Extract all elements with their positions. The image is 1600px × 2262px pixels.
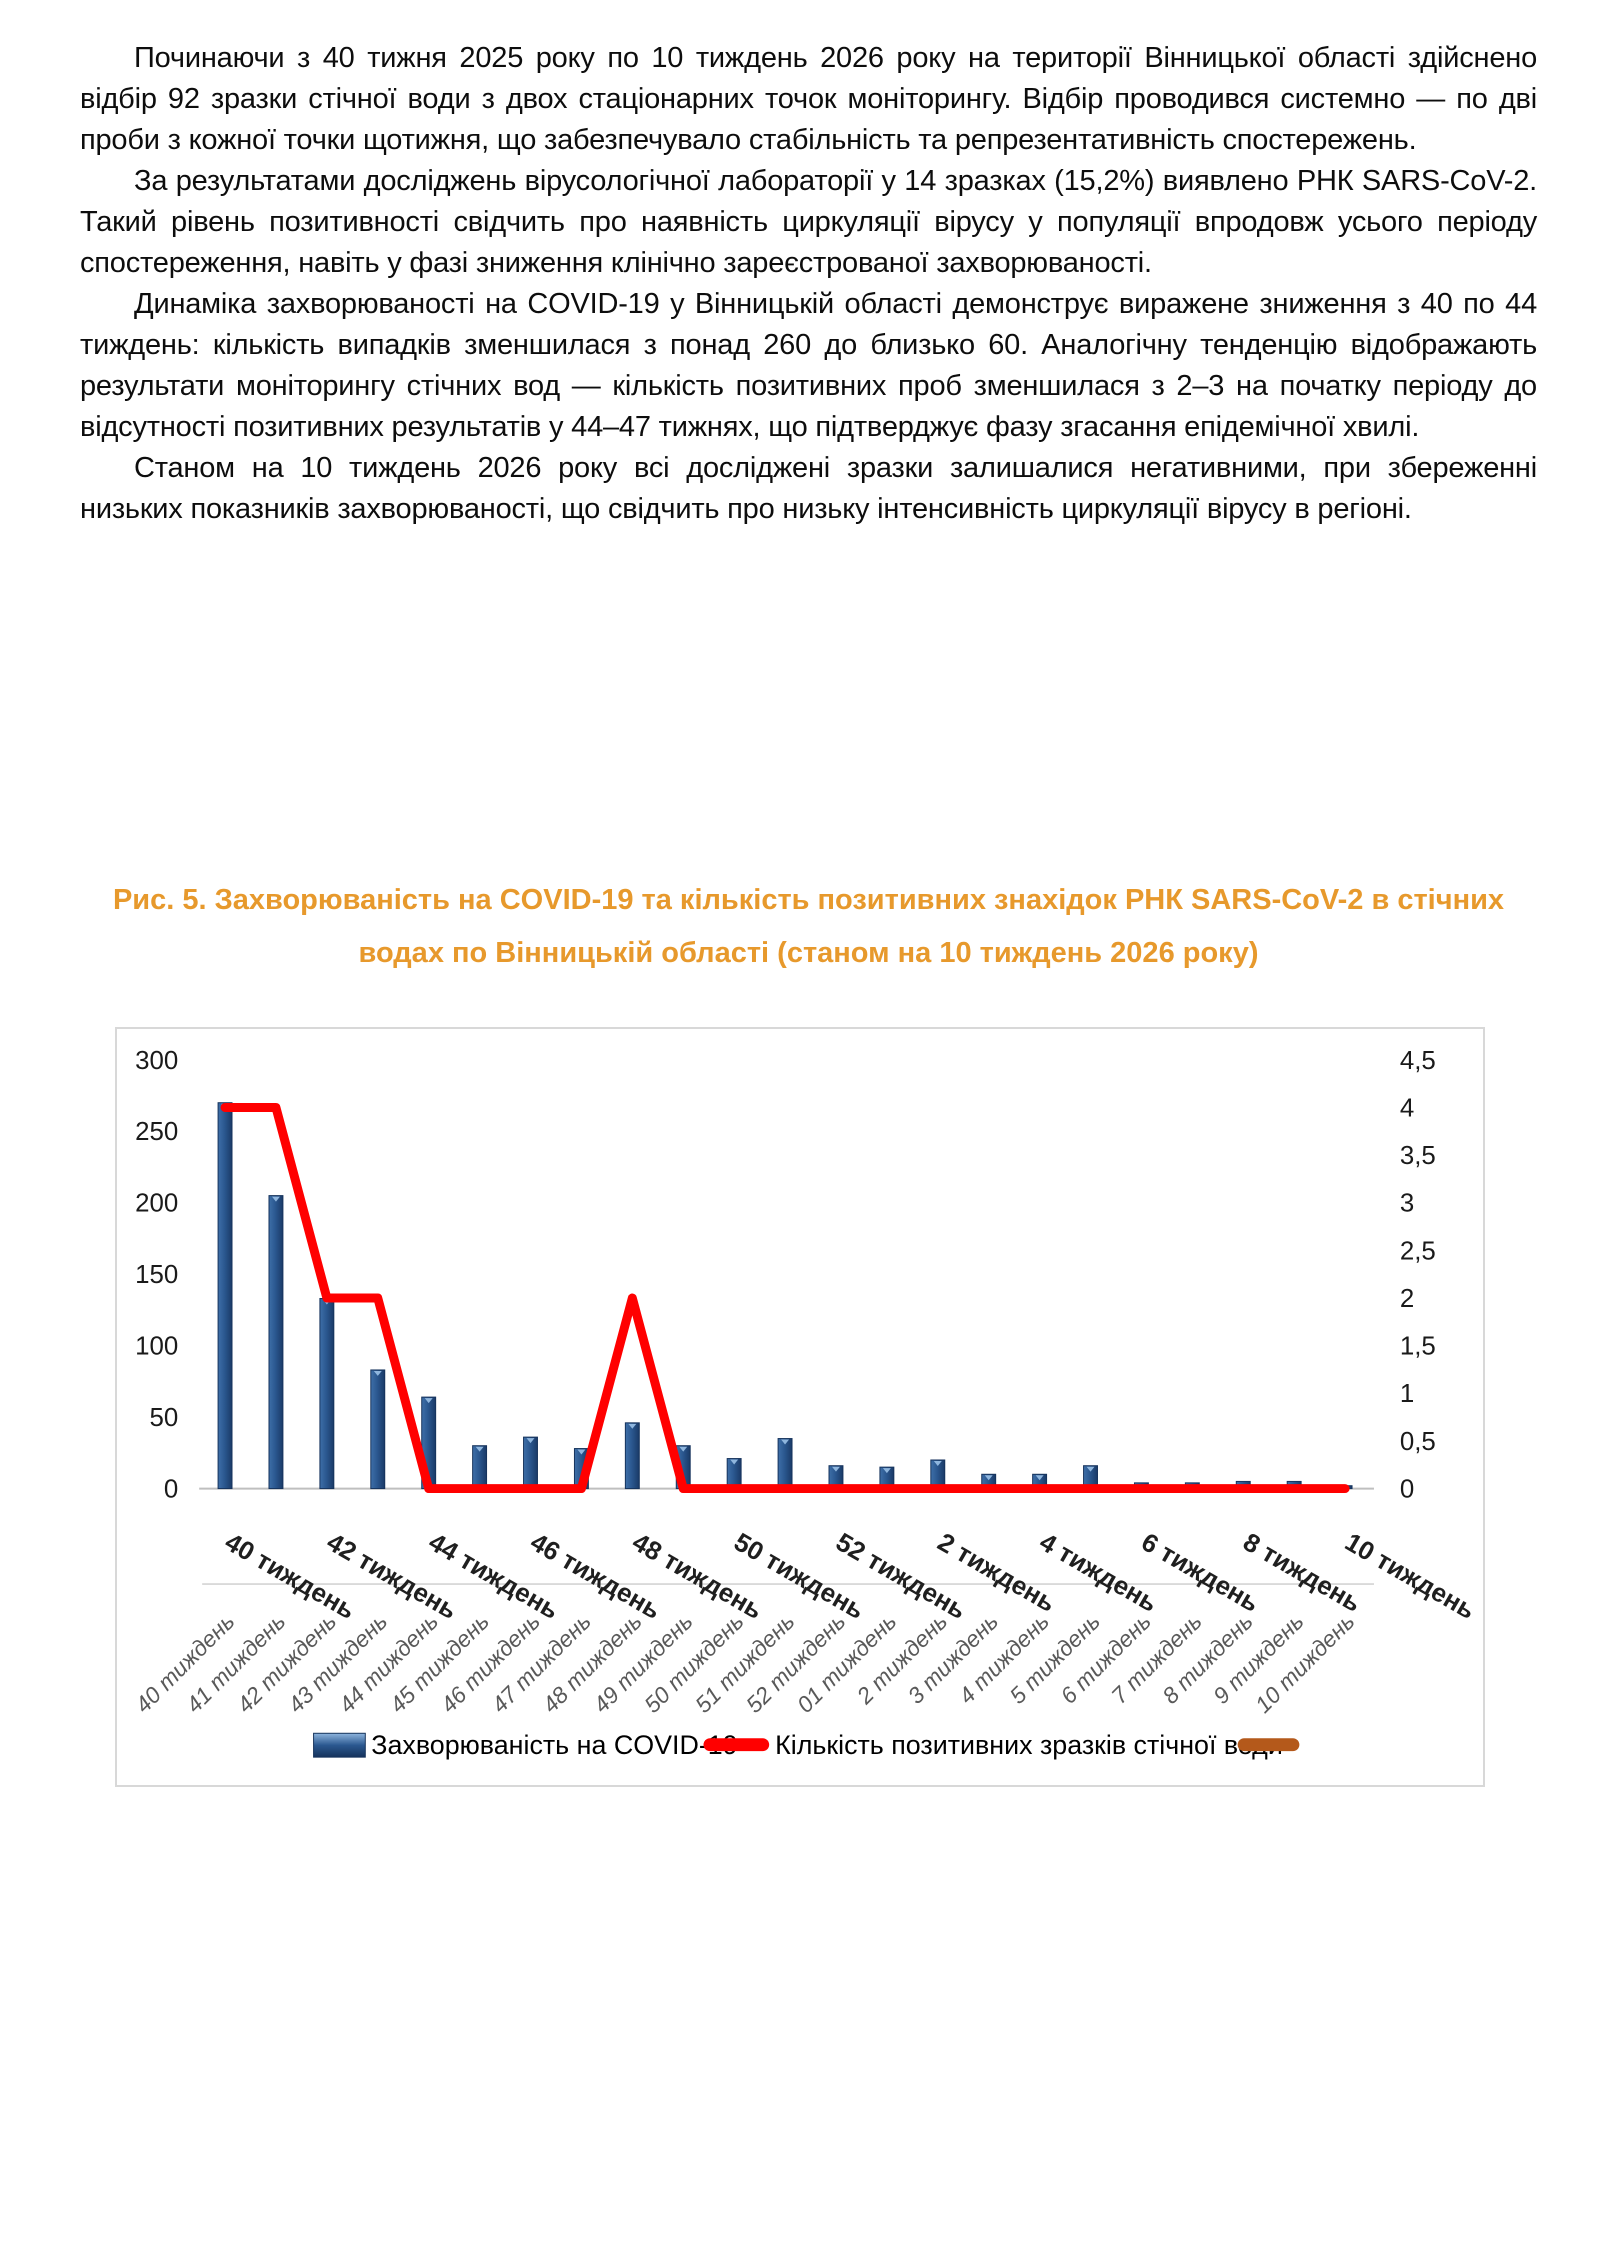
bar-top-notch [271,1196,280,1202]
bar-top-notch [781,1439,790,1445]
paragraph-status: Станом на 10 тиждень 2026 року всі дослі… [80,452,1537,525]
svg-text:2,5: 2,5 [1400,1237,1436,1265]
bar-top-notch [730,1459,739,1465]
legend: Захворюваність на COVID-19 Кількість пози… [313,1730,1300,1760]
legend-label-cases: Захворюваність на COVID-19 [371,1730,737,1760]
bars-group [217,1102,1353,1490]
bar-top-notch [679,1446,688,1452]
right-axis-labels: 4,5 4 3,5 3 2,5 2 1,5 1 0,5 0 [1400,1047,1436,1504]
figure-chart: 300 250 200 150 100 50 0 4,5 4 3,5 3 2,5 2 1,5 1 0,5 0 40… [115,1027,1485,1787]
report-text: Починаючи з 40 тижня 2025 року по 10 тиж… [80,38,1537,530]
bar-top-notch [526,1438,535,1444]
bar-48 тиждень [624,1422,640,1490]
bar-top-notch [577,1449,586,1455]
svg-text:0: 0 [164,1476,178,1504]
bar-43 тиждень [370,1369,386,1490]
bar-top-notch [424,1398,433,1404]
svg-text:200: 200 [135,1190,178,1218]
bar-top-notch [831,1466,840,1472]
bar-51 тиждень [777,1438,793,1490]
svg-text:2: 2 [1400,1285,1414,1313]
paragraph-sampling: Починаючи з 40 тижня 2025 року по 10 тиж… [80,42,1537,156]
figure-caption-line-1: Рис. 5. Захворюваність на COVID-19 та кі… [112,884,1505,916]
svg-text:1,5: 1,5 [1400,1333,1436,1361]
covid-wastewater-chart: 300 250 200 150 100 50 0 4,5 4 3,5 3 2,5 2 1,5 1 0,5 0 40… [130,1047,1480,1760]
svg-text:100: 100 [135,1333,178,1361]
legend-key-positive-samples [703,1738,770,1752]
svg-text:4,5: 4,5 [1400,1047,1436,1075]
svg-text:3: 3 [1400,1190,1414,1218]
svg-text:50: 50 [150,1404,179,1432]
bar-45 тиждень [472,1445,488,1490]
bar-top-notch [1035,1475,1044,1481]
legend-key-cases [313,1732,366,1758]
svg-text:300: 300 [135,1047,178,1075]
bar-top-notch [373,1370,382,1376]
figure-caption-line-2: водах по Вінницькій області (станом на 1… [358,937,1259,969]
positive-samples-line [220,1102,1350,1494]
bar-42 тиждень [319,1298,335,1490]
bar-46 тиждень [523,1436,538,1490]
svg-text:250: 250 [135,1118,178,1146]
bar-top-notch [475,1446,484,1452]
bar-top-notch [628,1423,637,1429]
svg-text:10 тиждень: 10 тиждень [1340,1528,1480,1625]
paragraph-lab-results: За результатами досліджень вірусологічно… [80,165,1537,279]
legend-label-positive-samples: Кількість позитивних зразків стічної вод… [775,1730,1283,1760]
svg-text:150: 150 [135,1261,178,1289]
bar-41 тиждень [268,1195,284,1490]
svg-text:0,5: 0,5 [1400,1428,1436,1456]
bar-top-notch [933,1460,942,1466]
bar-40 тиждень [217,1102,233,1490]
figure-caption: Рис. 5. Захворюваність на COVID-19 та кі… [80,874,1537,980]
paragraph-dynamics: Динаміка захворюваності на COVID-19 у Ві… [80,288,1537,443]
svg-text:4: 4 [1400,1094,1414,1122]
bar-top-notch [882,1468,891,1474]
legend-key-extra-series [1237,1738,1300,1752]
svg-text:0: 0 [1400,1476,1414,1504]
svg-text:3,5: 3,5 [1400,1142,1436,1170]
svg-text:1: 1 [1400,1380,1414,1408]
left-axis-labels: 300 250 200 150 100 50 0 [135,1047,178,1504]
bar-top-notch [1086,1466,1095,1472]
bar-top-notch [984,1475,993,1481]
